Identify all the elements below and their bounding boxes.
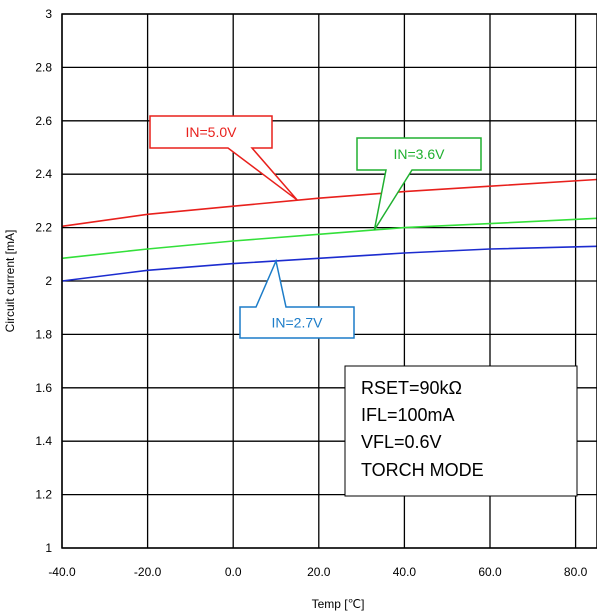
condition-ifl: IFL=100mA bbox=[361, 405, 455, 425]
condition-vfl: VFL=0.6V bbox=[361, 432, 442, 452]
callout-in-5-0v: IN=5.0V bbox=[149, 115, 298, 201]
data-series bbox=[61, 178, 597, 282]
x-tick-label: 80.0 bbox=[564, 565, 588, 579]
callout-label: IN=3.6V bbox=[394, 146, 446, 162]
callout-shape bbox=[149, 115, 298, 201]
series-line-0 bbox=[61, 178, 597, 228]
x-tick-label: 60.0 bbox=[478, 565, 502, 579]
conditions-box: RSET=90kΩ IFL=100mA VFL=0.6V TORCH MODE bbox=[344, 365, 578, 497]
y-tick-labels: 1 1.2 1.4 1.6 1.8 2 2.2 2.4 2.6 2.8 3 bbox=[35, 7, 52, 555]
y-tick-label: 1.4 bbox=[35, 434, 52, 448]
callout-shape bbox=[356, 137, 482, 231]
y-tick-label: 2.6 bbox=[35, 114, 52, 128]
callout-label: IN=2.7V bbox=[272, 315, 324, 331]
condition-rset: RSET=90kΩ bbox=[361, 378, 462, 398]
conditions-box-frame bbox=[344, 365, 578, 497]
callout-shape bbox=[239, 258, 355, 339]
y-axis-label: Circuit current [mA] bbox=[3, 230, 17, 333]
y-tick-label: 2 bbox=[45, 274, 52, 288]
y-tick-label: 1.8 bbox=[35, 327, 52, 341]
x-tick-labels: -40.0 -20.0 0.0 20.0 40.0 60.0 80.0 bbox=[48, 565, 587, 579]
x-axis-label: Temp [℃] bbox=[312, 597, 365, 611]
x-tick-label: 40.0 bbox=[393, 565, 417, 579]
y-tick-label: 2.4 bbox=[35, 167, 52, 181]
callout-in-3-6v: IN=3.6V bbox=[356, 137, 482, 231]
y-tick-label: 2.8 bbox=[35, 60, 52, 74]
y-tick-label: 3 bbox=[45, 7, 52, 21]
y-tick-label: 1 bbox=[45, 541, 52, 555]
series-line-1 bbox=[61, 217, 597, 260]
callout-in-2-7v: IN=2.7V bbox=[239, 258, 355, 339]
x-tick-label: 20.0 bbox=[307, 565, 331, 579]
callout-label: IN=5.0V bbox=[186, 124, 238, 140]
plot-frame bbox=[61, 13, 597, 549]
y-tick-label: 1.6 bbox=[35, 381, 52, 395]
x-tick-label: -40.0 bbox=[48, 565, 76, 579]
y-tick-label: 1.2 bbox=[35, 488, 52, 502]
condition-mode: TORCH MODE bbox=[361, 460, 484, 480]
y-tick-label: 2.2 bbox=[35, 221, 52, 235]
x-tick-label: -20.0 bbox=[134, 565, 162, 579]
x-tick-label: 0.0 bbox=[225, 565, 242, 579]
series-line-2 bbox=[61, 245, 597, 282]
